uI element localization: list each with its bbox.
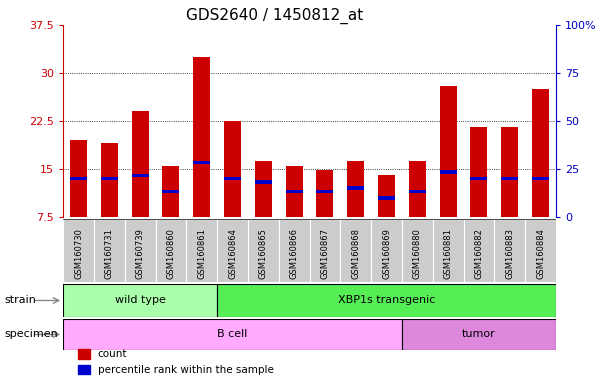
Bar: [471, 127, 487, 217]
Bar: [317, 170, 334, 217]
Bar: [532, 89, 549, 217]
Bar: [347, 186, 364, 190]
Text: tumor: tumor: [462, 329, 496, 339]
Text: GSM160880: GSM160880: [413, 228, 422, 279]
Text: GSM160731: GSM160731: [105, 228, 114, 279]
Bar: [402, 319, 556, 350]
Bar: [132, 111, 148, 217]
Bar: [162, 190, 179, 193]
Bar: [224, 177, 241, 180]
Bar: [162, 166, 179, 217]
Bar: [94, 219, 125, 282]
Text: GSM160865: GSM160865: [259, 228, 268, 279]
Bar: [501, 177, 518, 180]
Text: percentile rank within the sample: percentile rank within the sample: [97, 365, 273, 375]
Bar: [501, 127, 518, 217]
Bar: [70, 140, 87, 217]
Bar: [217, 284, 556, 317]
Bar: [378, 196, 395, 200]
Bar: [78, 349, 90, 359]
Text: GSM160883: GSM160883: [505, 228, 514, 280]
Text: GSM160868: GSM160868: [351, 228, 360, 280]
Bar: [285, 166, 302, 217]
Bar: [440, 170, 457, 174]
Text: GSM160739: GSM160739: [136, 228, 145, 279]
Text: XBP1s transgenic: XBP1s transgenic: [338, 295, 435, 306]
Text: GSM160860: GSM160860: [166, 228, 175, 279]
Bar: [63, 284, 217, 317]
Text: GSM160867: GSM160867: [320, 228, 329, 280]
Title: GDS2640 / 1450812_at: GDS2640 / 1450812_at: [186, 7, 364, 23]
Bar: [409, 190, 426, 193]
Bar: [310, 219, 340, 282]
Bar: [70, 177, 87, 180]
Bar: [340, 219, 371, 282]
Bar: [433, 219, 463, 282]
Text: specimen: specimen: [5, 329, 58, 339]
Text: GSM160869: GSM160869: [382, 228, 391, 279]
Bar: [347, 161, 364, 217]
Bar: [532, 177, 549, 180]
Bar: [463, 219, 494, 282]
Bar: [124, 219, 156, 282]
Bar: [471, 177, 487, 180]
Bar: [371, 219, 402, 282]
Bar: [63, 219, 94, 282]
Bar: [255, 180, 272, 184]
Bar: [156, 219, 186, 282]
Bar: [248, 219, 279, 282]
Bar: [378, 175, 395, 217]
Bar: [255, 161, 272, 217]
Bar: [402, 219, 433, 282]
Bar: [525, 219, 556, 282]
Text: GSM160861: GSM160861: [197, 228, 206, 279]
Bar: [409, 161, 426, 217]
Bar: [194, 161, 210, 164]
Text: wild type: wild type: [115, 295, 165, 306]
Bar: [217, 219, 248, 282]
Bar: [63, 319, 402, 350]
Bar: [101, 143, 118, 217]
Bar: [440, 86, 457, 217]
Bar: [279, 219, 310, 282]
Bar: [494, 219, 525, 282]
Bar: [101, 177, 118, 180]
Bar: [132, 174, 148, 177]
Bar: [285, 190, 302, 193]
Text: GSM160864: GSM160864: [228, 228, 237, 279]
Text: GSM160730: GSM160730: [74, 228, 83, 279]
Bar: [78, 365, 90, 374]
Text: strain: strain: [5, 295, 37, 306]
Text: count: count: [97, 349, 127, 359]
Bar: [194, 57, 210, 217]
Bar: [186, 219, 217, 282]
Text: B cell: B cell: [218, 329, 248, 339]
Text: GSM160866: GSM160866: [290, 228, 299, 280]
Text: GSM160882: GSM160882: [474, 228, 483, 279]
Text: GSM160881: GSM160881: [444, 228, 453, 279]
Bar: [224, 121, 241, 217]
Text: GSM160884: GSM160884: [536, 228, 545, 279]
Bar: [317, 190, 334, 193]
